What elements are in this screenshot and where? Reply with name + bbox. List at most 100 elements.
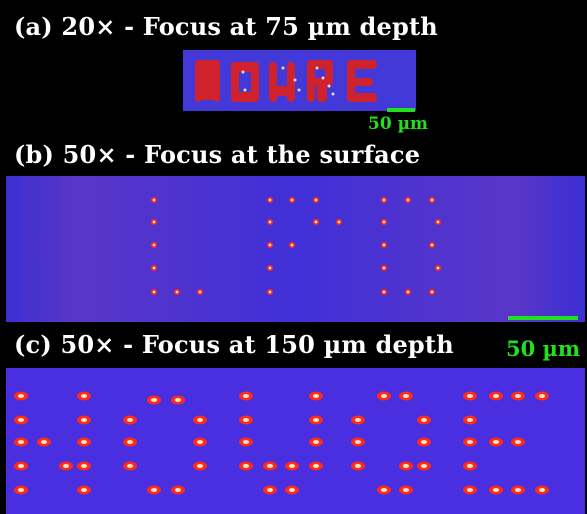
panel-c-micrograph — [6, 368, 585, 514]
panel-a-sparkle — [331, 92, 335, 96]
panel-b-dot-core — [382, 220, 386, 224]
panel-b-dot-core — [152, 290, 156, 294]
panel-a-sparkle — [327, 84, 331, 88]
panel-a-stroke — [325, 60, 333, 86]
panel-b-dot-core — [152, 243, 156, 247]
panel-c-title: (c) 50× - Focus at 150 µm depth — [14, 330, 454, 359]
panel-c-dot-core — [126, 417, 134, 423]
panel-b-dot-core — [290, 243, 294, 247]
panel-c-dot-core — [514, 393, 522, 399]
panel-a-sparkle — [241, 70, 245, 74]
panel-c-dot-core — [40, 439, 48, 445]
panel-c-dot-core — [80, 439, 88, 445]
panel-c-dot-core — [354, 417, 362, 423]
panel-a-sparkle — [321, 76, 325, 80]
panel-c-dot-core — [514, 439, 522, 445]
panel-c-dot-core — [174, 397, 182, 403]
panel-c-dot-core — [80, 393, 88, 399]
panel-c-dot-core — [402, 463, 410, 469]
panel-b-dot-core — [175, 290, 179, 294]
panel-c-dot-core — [420, 417, 428, 423]
panel-c-dot-core — [17, 487, 25, 493]
panel-c-dot-core — [242, 417, 250, 423]
panel-a-sparkle — [281, 66, 285, 70]
panel-c-dot-core — [492, 487, 500, 493]
panel-c-dot-core — [242, 439, 250, 445]
panel-b-dot-core — [382, 266, 386, 270]
panel-c-dot-core — [420, 439, 428, 445]
panel-b-dot-core — [198, 290, 202, 294]
panel-c-dot-core — [80, 463, 88, 469]
panel-c-dot-core — [466, 487, 474, 493]
panel-b-dot-core — [268, 266, 272, 270]
panel-c-dot-core — [380, 393, 388, 399]
panel-b-dot-core — [430, 243, 434, 247]
panel-a-sparkle — [293, 78, 297, 82]
panel-a-title: (a) 20× - Focus at 75 µm depth — [14, 12, 438, 41]
panel-c-dot-core — [380, 487, 388, 493]
panel-a-stroke — [287, 62, 295, 102]
panel-b-dot-core — [152, 198, 156, 202]
panel-c-dot-core — [196, 463, 204, 469]
panel-a-stroke — [213, 60, 220, 102]
panel-c-dot-core — [492, 393, 500, 399]
panel-b-dot-core — [268, 198, 272, 202]
panel-b-micrograph — [6, 176, 585, 322]
panel-a-stroke — [317, 84, 327, 102]
panel-c-dot-core — [288, 463, 296, 469]
panel-c-scale-bar-top — [508, 316, 578, 320]
panel-b-dot-core — [406, 198, 410, 202]
panel-b-dot-core — [382, 243, 386, 247]
panel-b-dot-core — [382, 198, 386, 202]
panel-c-dot-core — [196, 439, 204, 445]
panel-b-dot-core — [290, 198, 294, 202]
panel-a-scale-bar — [387, 108, 415, 112]
panel-b-dot-core — [268, 290, 272, 294]
panel-c-dot-core — [150, 397, 158, 403]
panel-c-dot-core — [17, 463, 25, 469]
panel-b-dot-core — [314, 220, 318, 224]
panel-a-stroke — [347, 93, 377, 102]
panel-c-dot-core — [266, 463, 274, 469]
panel-a-sparkle — [315, 66, 319, 70]
panel-b-dot-core — [268, 243, 272, 247]
panel-b-scale-label: 50 µm — [506, 336, 581, 361]
panel-c-dot-core — [312, 393, 320, 399]
panel-c-dot-core — [354, 439, 362, 445]
panel-c-dot-core — [402, 487, 410, 493]
panel-c-dot-core — [402, 393, 410, 399]
panel-a-stroke — [269, 86, 289, 96]
panel-c-dot-core — [312, 463, 320, 469]
panel-c-dot-core — [17, 417, 25, 423]
panel-b-dot-core — [382, 290, 386, 294]
panel-a-stroke — [347, 78, 373, 86]
panel-b-dot-core — [337, 220, 341, 224]
panel-c-dot-core — [242, 393, 250, 399]
panel-c-dot-core — [174, 487, 182, 493]
panel-c-dot-core — [354, 463, 362, 469]
panel-c-dot-core — [312, 417, 320, 423]
panel-a-sparkle — [243, 88, 247, 92]
panel-b-dot-core — [152, 266, 156, 270]
panel-c-dot-core — [420, 463, 428, 469]
panel-b-dot-core — [436, 266, 440, 270]
panel-c-dot-core — [466, 463, 474, 469]
panel-c-dot-core — [538, 487, 546, 493]
panel-b-dot-core — [268, 220, 272, 224]
panel-b-dot-core — [430, 290, 434, 294]
panel-b-dot-core — [430, 198, 434, 202]
panel-c-dot-core — [312, 439, 320, 445]
panel-c-dot-core — [126, 439, 134, 445]
panel-c-dot-core — [126, 463, 134, 469]
panel-c-dot-core — [466, 417, 474, 423]
panel-c-dot-core — [196, 417, 204, 423]
panel-c-dot-core — [538, 393, 546, 399]
panel-a-sparkle — [297, 88, 301, 92]
panel-a-stroke — [231, 62, 239, 100]
panel-c-dot-core — [242, 463, 250, 469]
panel-b-dot-core — [314, 198, 318, 202]
panel-a-stroke — [251, 62, 259, 100]
panel-b-dot-core — [436, 220, 440, 224]
panel-c-dot-core — [150, 487, 158, 493]
panel-c-dot-core — [17, 439, 25, 445]
